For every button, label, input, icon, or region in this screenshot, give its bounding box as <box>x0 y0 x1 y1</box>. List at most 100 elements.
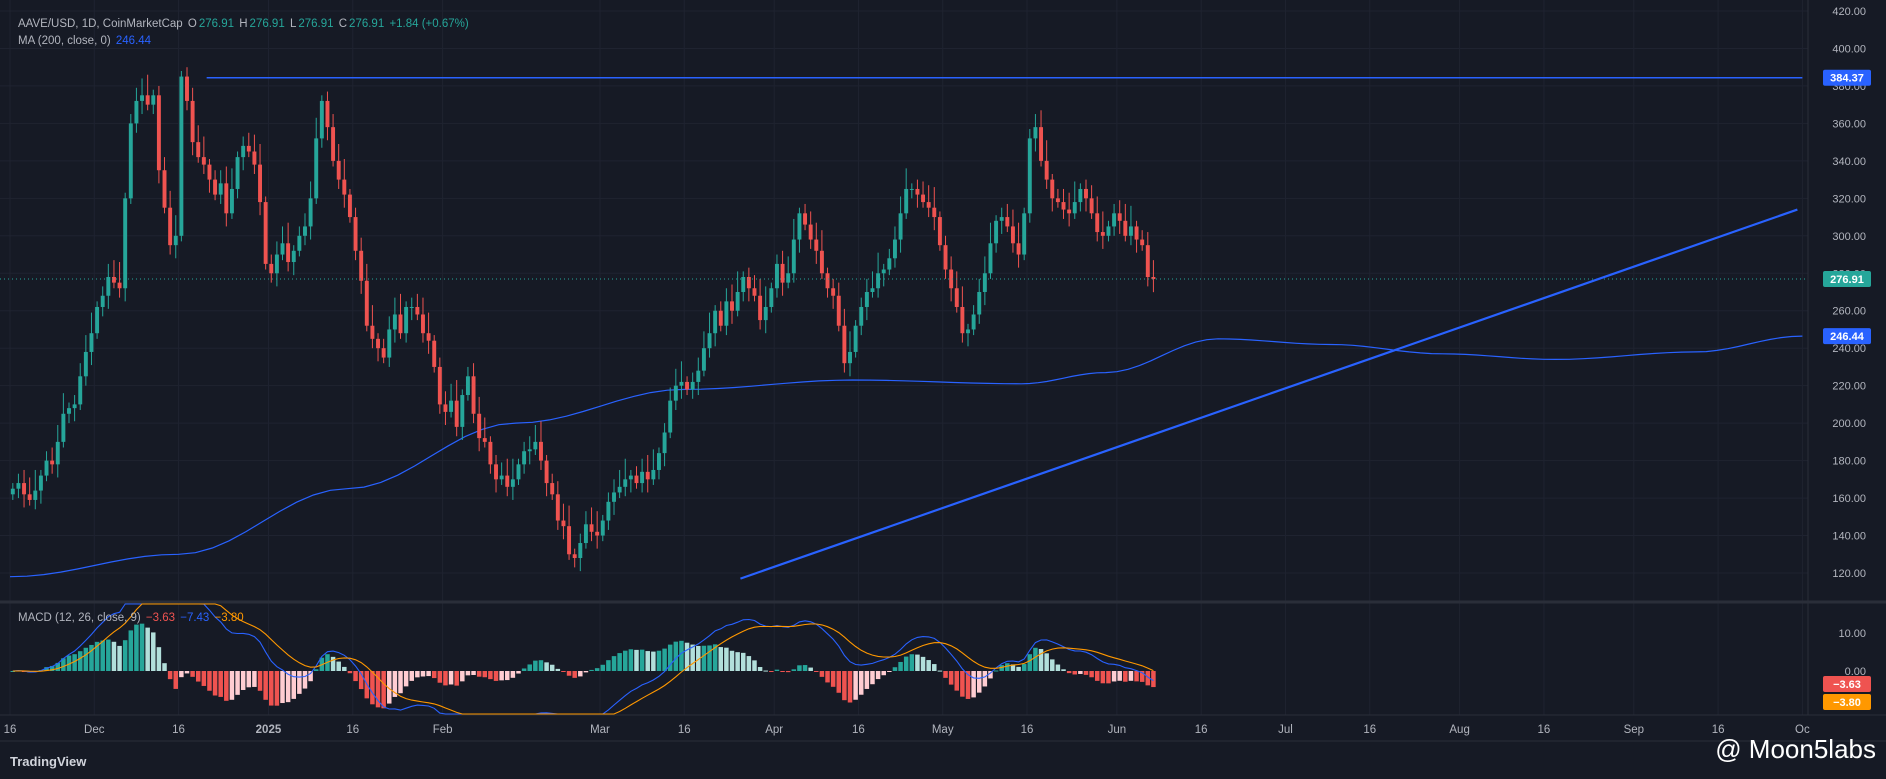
macd-histogram-bar <box>44 667 49 671</box>
macd-histogram-bar <box>1044 653 1049 671</box>
macd-histogram-bar <box>448 671 454 685</box>
candle-body <box>904 188 909 214</box>
macd-histogram-bar <box>128 630 134 671</box>
candle-body <box>887 258 892 270</box>
time-tick-label: 16 <box>1195 724 1208 736</box>
macd-histogram-bar <box>1016 666 1021 671</box>
candle-body <box>437 366 442 405</box>
macd-histogram-bar <box>932 664 937 671</box>
time-tick-label: 16 <box>1363 724 1376 736</box>
macd-histogram-bar <box>549 664 555 671</box>
macd-histogram-bar <box>308 671 313 682</box>
tradingview-logo[interactable]: TradingView <box>10 754 86 769</box>
candle-body <box>617 486 622 493</box>
candle-body <box>482 438 487 442</box>
macd-histogram-bar <box>1010 664 1016 671</box>
macd-histogram-bar <box>134 624 139 671</box>
candle-body <box>949 269 954 289</box>
macd-histogram-bar <box>100 640 105 671</box>
close-value: 276.91 <box>349 18 385 30</box>
low-value: 276.91 <box>298 18 334 30</box>
candle-body <box>1145 245 1150 278</box>
candle-body <box>741 277 746 292</box>
candle-body <box>196 142 201 158</box>
macd-histogram-bar <box>611 656 617 671</box>
macd-histogram-bar <box>291 671 296 699</box>
candle-body <box>297 235 302 251</box>
macd-histogram-bar <box>493 671 499 681</box>
candle-body <box>583 524 588 544</box>
candle-body <box>83 351 88 377</box>
time-tick-label: 16 <box>1021 724 1034 736</box>
macd-histogram-bar <box>757 667 763 671</box>
signal-line <box>12 603 1154 715</box>
macd-histogram-bar <box>218 671 223 697</box>
macd-histogram-bar <box>83 647 89 671</box>
macd-histogram-bar <box>77 651 83 671</box>
time-tick-label: Feb <box>433 724 453 736</box>
macd-histogram-bar <box>881 671 886 676</box>
macd-histogram-bar <box>162 663 167 671</box>
macd-histogram-bar <box>1100 671 1106 684</box>
candle-body <box>241 145 246 158</box>
macd-label-box <box>1823 676 1871 692</box>
candle-body <box>892 239 897 259</box>
macd-histogram-bar <box>269 671 274 706</box>
macd-histogram-bar <box>1055 664 1061 671</box>
candle-body <box>218 183 223 195</box>
macd-histogram-bar <box>954 671 960 691</box>
candle-body <box>606 501 611 521</box>
macd-histogram-bar <box>819 671 825 677</box>
symbol-title: AAVE/USD, 1D, CoinMarketCap <box>18 18 183 30</box>
macd-histogram-bar <box>431 671 437 679</box>
candle-body <box>926 202 931 208</box>
candle-body <box>364 280 369 326</box>
candle-body <box>27 494 32 500</box>
candle-body <box>22 483 27 495</box>
candle-body <box>432 340 437 367</box>
macd-histogram-bar <box>297 671 302 694</box>
macd-histogram-bar <box>527 664 532 671</box>
candle-body <box>269 263 274 274</box>
time-tick-label: Jun <box>1108 724 1127 736</box>
candle-body <box>864 292 869 307</box>
macd-histogram-bar <box>999 665 1004 671</box>
candle-body <box>409 306 414 308</box>
macd-histogram-bar <box>752 660 757 671</box>
macd-histogram-bar <box>808 667 813 671</box>
trendlines[interactable] <box>206 76 1803 580</box>
candle-body <box>774 263 779 289</box>
macd-histogram-bar <box>651 651 656 671</box>
candle-body <box>443 404 448 412</box>
macd-histogram-bar <box>887 671 892 672</box>
candle-body <box>960 306 965 334</box>
macd-histogram-bar <box>246 671 252 688</box>
macd-histogram-bar <box>111 641 117 671</box>
macd-histogram-bar <box>179 671 184 678</box>
candle-body <box>263 202 268 264</box>
macd-histogram-bar <box>1128 671 1134 681</box>
candle-body <box>1022 213 1027 255</box>
candle-body <box>943 245 948 270</box>
macd-histogram-bar <box>679 640 684 671</box>
candle-body <box>915 188 920 195</box>
macd-histogram-bar <box>971 671 976 698</box>
macd-histogram-bar <box>825 671 830 683</box>
macd-histogram-bar <box>460 671 465 682</box>
candle-body <box>359 250 364 281</box>
macd-histogram-bar <box>521 668 527 671</box>
candle-body <box>421 314 425 334</box>
candle-body <box>1027 138 1032 214</box>
candle-body <box>994 220 999 244</box>
macd-histogram-bar <box>195 671 201 682</box>
macd-histogram-bar <box>403 671 409 687</box>
candle-body <box>1016 243 1021 255</box>
candle-body <box>971 314 976 330</box>
macd-histogram-bar <box>392 671 398 697</box>
macd-histogram-bar <box>1083 671 1089 675</box>
price-tick-label: 200.00 <box>1832 418 1866 430</box>
macd-pane[interactable] <box>10 603 1156 715</box>
price-label-text: 276.91 <box>1830 274 1864 286</box>
candle-body <box>145 95 150 105</box>
